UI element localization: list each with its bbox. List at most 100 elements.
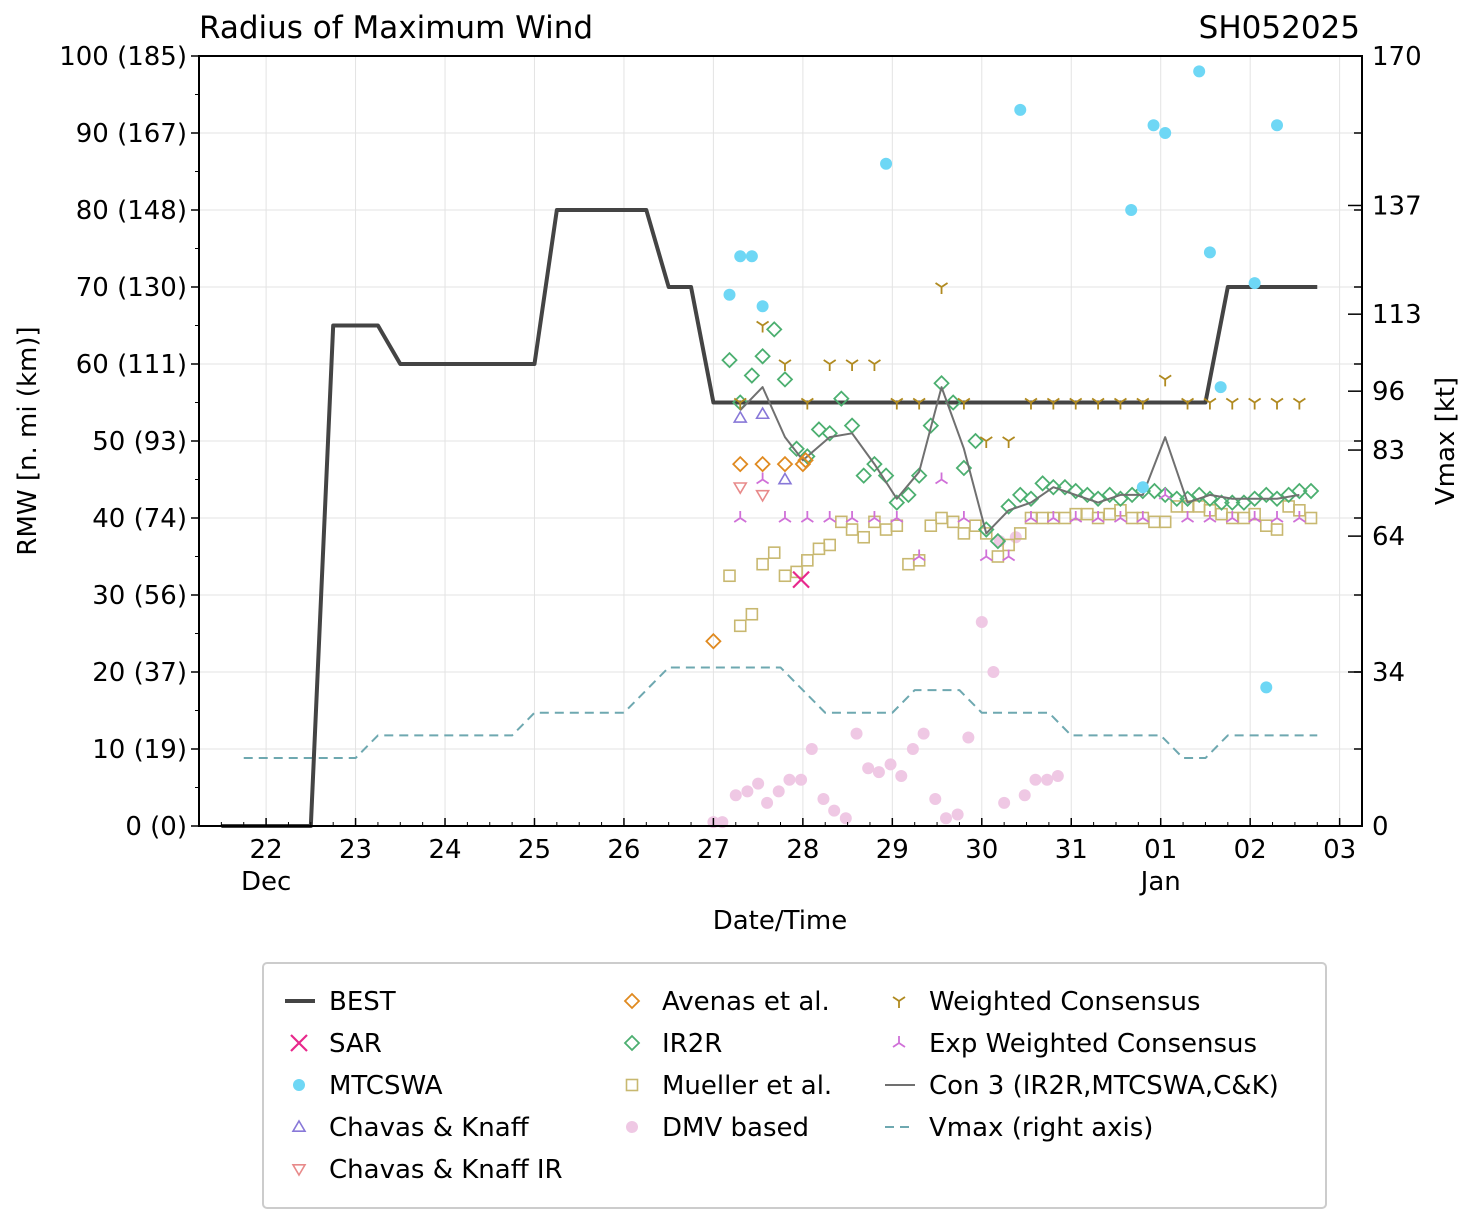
- point-mueller-et-al: [969, 519, 982, 533]
- point-exp-weighted-consensus: [756, 472, 770, 485]
- point-dmv-based: [929, 793, 942, 806]
- point-weighted-consensus: [845, 359, 859, 371]
- series-dmv-based: [707, 531, 1064, 829]
- point-ir2r: [1190, 486, 1208, 504]
- point-avenas-et-al: [754, 455, 771, 473]
- series-vmax-right-axis: [243, 666, 1318, 760]
- point-ir2r: [1302, 482, 1320, 500]
- point-avenas-et-al: [705, 632, 722, 650]
- point-exp-weighted-consensus: [867, 511, 881, 523]
- point-mueller-et-al: [924, 519, 938, 533]
- point-weighted-consensus: [1069, 397, 1083, 410]
- point-chavas-knaff-ir: [755, 489, 771, 503]
- point-weighted-consensus: [979, 436, 993, 448]
- legend-item-chavas-knaff-ir: Chavas & Knaff IR: [291, 1155, 563, 1185]
- x-tick-label: 01: [1144, 835, 1177, 865]
- legend-item-con-3-ir2r-mtcswa-c-k: Con 3 (IR2R,MTCSWA,C&K): [885, 1071, 1279, 1101]
- y-tick-label: 50 (93): [92, 427, 187, 457]
- point-mueller-et-al: [979, 527, 993, 540]
- point-exp-weighted-consensus: [1113, 511, 1127, 523]
- point-mtcswa: [1214, 381, 1227, 394]
- point-mueller-et-al: [890, 519, 904, 533]
- point-exp-weighted-consensus: [1136, 511, 1150, 523]
- legend-item-dmv-based: DMV based: [626, 1113, 809, 1143]
- point-dmv-based: [772, 785, 785, 798]
- point-exp-weighted-consensus: [912, 549, 926, 562]
- point-ir2r: [1156, 486, 1174, 504]
- point-dmv-based: [998, 796, 1011, 809]
- point-ir2r: [1101, 486, 1118, 504]
- x-tick-label: 31: [1055, 835, 1088, 865]
- legend-label: Chavas & Knaff: [329, 1113, 530, 1143]
- legend-swatch: [290, 1034, 308, 1052]
- x-tick-label: 22: [250, 835, 283, 865]
- series-mtcswa: [723, 65, 1284, 694]
- point-mueller-et-al: [1259, 519, 1273, 533]
- series-line-best: [221, 208, 1318, 828]
- point-dmv-based: [975, 615, 988, 628]
- point-ir2r: [1034, 475, 1051, 492]
- point-exp-weighted-consensus: [1203, 511, 1217, 523]
- point-mtcswa: [1203, 246, 1216, 259]
- point-mueller-et-al: [957, 527, 971, 540]
- point-exp-weighted-consensus: [1270, 511, 1284, 523]
- y-right-tick-label: 170: [1372, 42, 1422, 72]
- point-exp-weighted-consensus: [957, 511, 971, 523]
- legend-swatch: [892, 996, 906, 1008]
- point-ir2r: [1258, 486, 1275, 504]
- point-mtcswa: [1193, 65, 1206, 78]
- point-weighted-consensus: [1046, 397, 1060, 410]
- point-ir2r: [967, 432, 984, 450]
- point-ir2r: [1056, 478, 1074, 496]
- series-line-con-3-ir2r-mtcswa-c-k: [739, 386, 1300, 535]
- point-mueller-et-al: [823, 538, 837, 552]
- y-tick-label: 10 (19): [92, 735, 187, 765]
- y-right-tick-label: 113: [1372, 300, 1422, 330]
- point-dmv-based: [917, 727, 930, 740]
- point-dmv-based: [962, 731, 975, 744]
- legend-label: Con 3 (IR2R,MTCSWA,C&K): [929, 1071, 1279, 1101]
- series-con-3-ir2r-mtcswa-c-k: [739, 386, 1300, 535]
- point-ir2r: [743, 367, 761, 384]
- legend-item-vmax-right-axis: Vmax (right axis): [885, 1113, 1153, 1143]
- point-mueller-et-al: [723, 569, 736, 583]
- y-tick-label: 70 (130): [76, 273, 187, 303]
- series-line-vmax-right-axis: [243, 666, 1318, 760]
- series-mueller-et-al: [723, 500, 1318, 633]
- point-mueller-et-al: [733, 619, 747, 633]
- point-ir2r: [833, 390, 850, 407]
- x-tick-label: 23: [339, 835, 372, 865]
- point-ir2r: [1179, 490, 1196, 508]
- x-tick-label: 25: [518, 835, 551, 865]
- point-sar: [792, 570, 810, 589]
- series-layer: [221, 65, 1320, 829]
- x-tick-label: 02: [1234, 835, 1267, 865]
- point-mueller-et-al: [756, 557, 769, 571]
- point-ir2r: [888, 494, 906, 511]
- point-dmv-based: [828, 804, 841, 817]
- point-dmv-based: [895, 769, 908, 782]
- point-exp-weighted-consensus: [1225, 511, 1239, 523]
- legend-swatch: [291, 1164, 307, 1177]
- point-avenas-et-al: [776, 455, 794, 473]
- x-tick-sublabel: Dec: [241, 867, 291, 897]
- y-right-tick-label: 34: [1372, 658, 1405, 688]
- point-weighted-consensus: [778, 359, 792, 371]
- legend-swatch: [623, 1034, 641, 1052]
- point-ir2r: [765, 321, 783, 338]
- point-mueller-et-al: [801, 554, 814, 567]
- y-tick-label: 40 (74): [92, 504, 187, 534]
- legend-label: IR2R: [662, 1029, 722, 1059]
- point-ir2r: [866, 455, 883, 473]
- point-chavas-knaff: [755, 406, 771, 420]
- point-exp-weighted-consensus: [1002, 549, 1016, 562]
- point-mtcswa: [723, 288, 736, 301]
- point-ir2r: [1000, 498, 1017, 515]
- point-dmv-based: [884, 758, 897, 771]
- point-ir2r: [1213, 494, 1230, 511]
- legend-item-sar: SAR: [290, 1029, 382, 1059]
- point-dmv-based: [839, 812, 852, 825]
- legend-label: MTCSWA: [329, 1071, 443, 1101]
- point-ir2r: [1291, 482, 1308, 500]
- point-mueller-et-al: [857, 530, 870, 544]
